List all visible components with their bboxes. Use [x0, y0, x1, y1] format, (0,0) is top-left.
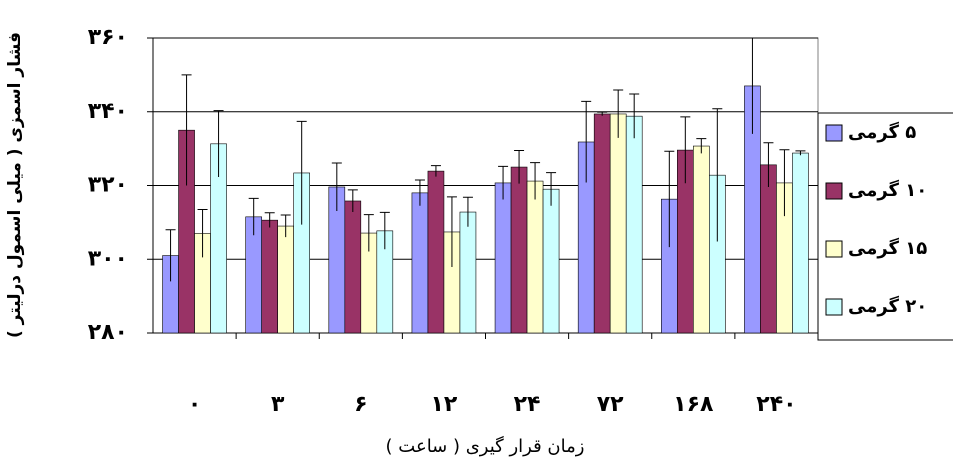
bar	[459, 211, 477, 334]
bar	[494, 182, 512, 334]
error-bar	[498, 165, 509, 200]
bar	[526, 180, 544, 334]
x-tick-label: ۷۲	[597, 392, 624, 417]
error-bar	[280, 214, 291, 238]
bar	[760, 164, 777, 334]
error-bar	[430, 165, 441, 177]
x-tick-label: ۰	[188, 392, 201, 417]
error-bar	[181, 74, 192, 186]
error-bar	[197, 208, 208, 258]
error-bar	[629, 93, 640, 139]
bar	[510, 166, 528, 334]
y-tick-label: ۳۴۰	[88, 99, 128, 124]
error-bar	[248, 197, 259, 236]
error-bar	[379, 211, 390, 250]
error-bar	[664, 150, 675, 248]
error-bar	[613, 89, 624, 138]
x-tick-label: ۱۲	[431, 392, 458, 417]
legend-swatch	[825, 124, 843, 142]
error-bar	[446, 196, 457, 267]
x-tick-label: ۲۴۰	[756, 392, 796, 417]
x-tick-label: ۱۶۸	[673, 392, 714, 417]
error-bar	[779, 149, 790, 217]
error-bar	[165, 229, 176, 282]
bar	[261, 219, 278, 334]
error-bar	[264, 212, 275, 228]
bar	[542, 188, 560, 334]
error-bar	[597, 111, 608, 116]
legend-label: ۱۵ گرمی	[848, 237, 927, 259]
error-bar	[514, 149, 525, 184]
bar	[792, 152, 809, 334]
x-tick-label: ۶	[354, 392, 367, 417]
error-bar	[414, 179, 425, 206]
y-tick-label: ۳۶۰	[88, 25, 128, 50]
error-bar	[347, 189, 358, 213]
bar	[344, 200, 362, 334]
error-bar	[213, 110, 224, 178]
error-bar	[696, 138, 707, 154]
bar	[427, 170, 445, 334]
error-bar	[747, 37, 758, 134]
x-tick-label: ۳	[271, 392, 285, 417]
legend-label: ۱۰ گرمی	[848, 179, 927, 201]
legend-swatch	[825, 240, 843, 258]
error-bar	[363, 214, 374, 252]
legend-label: ۵ گرمی	[848, 121, 916, 143]
error-bar	[462, 196, 473, 227]
y-tick-label: ۳۲۰	[88, 173, 128, 198]
bar	[411, 192, 429, 334]
y-axis-label: فشار اسمزی ( میلی اسمول درلیتر )	[5, 32, 25, 338]
legend-swatch	[825, 182, 843, 200]
y-tick-label: ۲۸۰	[88, 320, 128, 345]
x-tick-label: ۲۴	[514, 392, 541, 417]
error-bar	[763, 142, 774, 187]
bar	[277, 225, 294, 334]
error-bar	[581, 100, 592, 183]
error-bar	[680, 116, 691, 184]
error-bar	[712, 108, 723, 242]
error-bar	[331, 162, 342, 211]
error-bar	[296, 120, 307, 225]
x-axis-label: زمان قرار گیری ( ساعت )	[386, 435, 585, 457]
legend-label: ۲۰ گرمی	[848, 295, 927, 317]
legend-swatch	[825, 298, 843, 316]
bar	[625, 115, 643, 334]
bar	[693, 145, 710, 334]
y-tick-label: ۳۰۰	[88, 246, 128, 271]
error-bar	[795, 150, 806, 156]
error-bar	[546, 172, 557, 206]
bar	[609, 113, 627, 334]
bar	[593, 113, 611, 334]
error-bar	[530, 162, 541, 200]
